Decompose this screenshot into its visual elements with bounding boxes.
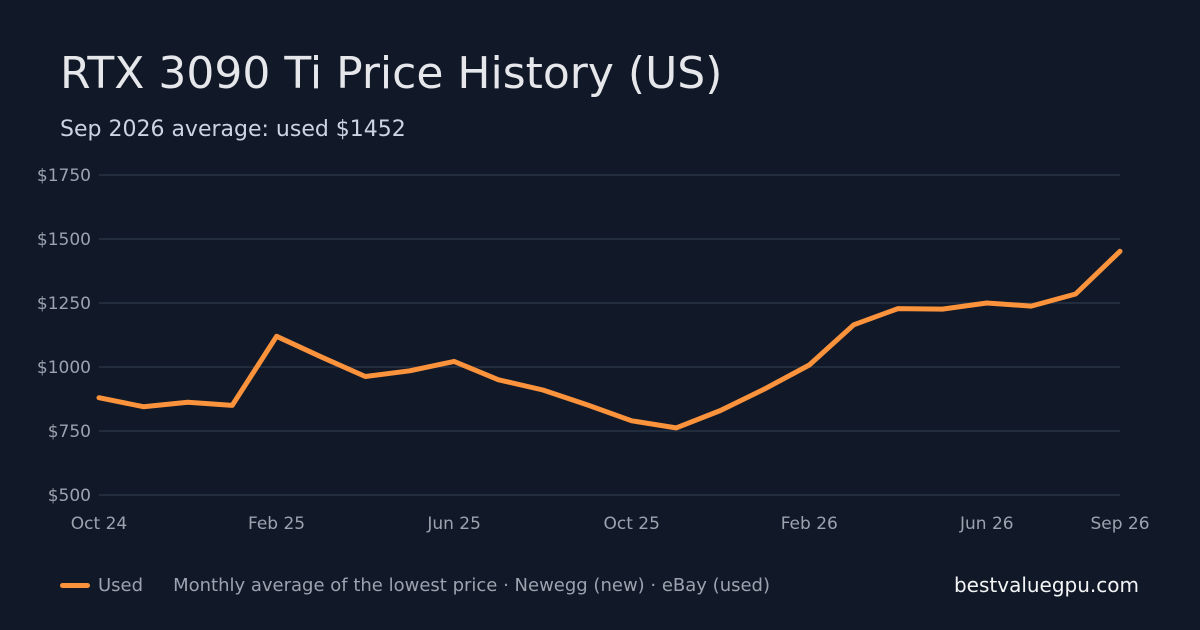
y-tick-label: $1750 [37, 166, 91, 186]
legend-label-used: Used [98, 575, 144, 596]
x-tick-label: Oct 25 [603, 514, 659, 534]
x-tick-label: Jun 25 [426, 514, 481, 534]
source-note: Monthly average of the lowest price · Ne… [173, 575, 771, 596]
grid-lines [99, 174, 1120, 496]
x-axis-ticks: Oct 24 Feb 25 Jun 25 Oct 25 Feb 26 Jun 26 Sep … [71, 514, 1150, 534]
chart-title: RTX 3090 Ti Price History (US) [60, 48, 723, 99]
series-line-used [96, 248, 1123, 431]
site-name: bestvaluegpu.com [953, 573, 1139, 597]
y-tick-label: $1250 [37, 294, 91, 314]
y-tick-label: $1000 [37, 358, 91, 378]
x-tick-label: Sep 26 [1090, 514, 1149, 534]
chart-subtitle: Sep 2026 average: used $1452 [60, 117, 406, 142]
y-tick-label: $1500 [37, 230, 91, 250]
x-tick-label: Jun 26 [959, 514, 1014, 534]
y-axis-ticks: $500 $750 $1000 $1250 $1500 $1750 [37, 166, 91, 506]
y-tick-label: $500 [48, 486, 91, 506]
x-tick-label: Feb 25 [248, 514, 305, 534]
legend-swatch-used [60, 583, 90, 588]
x-tick-label: Feb 26 [781, 514, 838, 534]
series-layer [96, 248, 1123, 431]
y-tick-label: $750 [48, 422, 91, 442]
x-tick-label: Oct 24 [71, 514, 127, 534]
legend: Used Monthly average of the lowest price… [60, 575, 770, 596]
